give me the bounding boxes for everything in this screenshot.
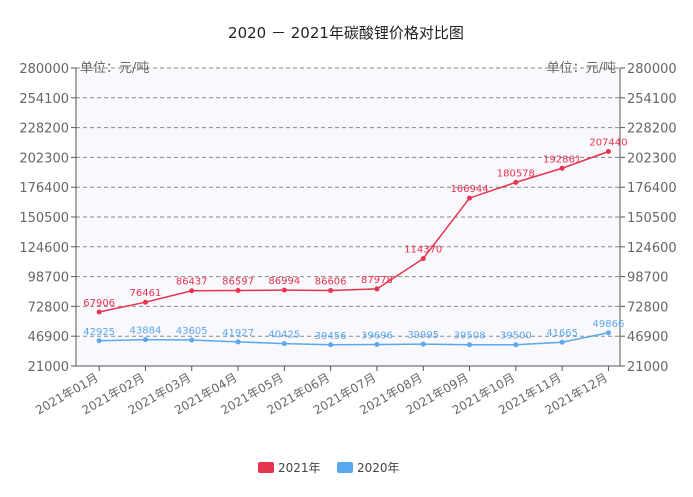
data-label: 43884 bbox=[130, 326, 162, 337]
y-tick-label-left: 280000 bbox=[19, 62, 69, 77]
data-point bbox=[142, 299, 148, 305]
data-label: 39995 bbox=[407, 330, 439, 341]
legend-swatch bbox=[258, 462, 274, 473]
data-label: 42925 bbox=[83, 327, 115, 338]
series-line bbox=[98, 150, 609, 313]
y-axis-right: 21000 46900 72800 98700 124600 150500 176400 20… bbox=[620, 62, 677, 375]
series-group: 67906 76461 86437 86597 86994 86606 87978 11437… bbox=[83, 137, 628, 348]
data-label: 86597 bbox=[222, 277, 254, 288]
data-label: 43605 bbox=[176, 326, 208, 337]
series-2: 42925 43884 43605 41927 40425 39456 39696 39995… bbox=[83, 319, 625, 348]
data-label: 39696 bbox=[361, 330, 393, 341]
data-label: 41665 bbox=[546, 328, 578, 339]
series-1: 67906 76461 86437 86597 86994 86606 87978 11437… bbox=[83, 137, 628, 315]
data-point bbox=[328, 288, 334, 294]
unit-label-right: 单位：元/吨 bbox=[547, 61, 616, 76]
y-tick-label-left: 254100 bbox=[19, 92, 69, 107]
data-label: 41927 bbox=[222, 328, 254, 339]
y-tick-label-left: 202300 bbox=[19, 151, 69, 166]
chart-title: 2020 － 2021年碳酸锂价格对比图 bbox=[228, 24, 464, 42]
data-point bbox=[420, 256, 426, 262]
y-tick-label-left: 46900 bbox=[28, 330, 69, 345]
y-tick-label-left: 124600 bbox=[19, 241, 69, 256]
data-point bbox=[328, 342, 334, 348]
data-label: 49866 bbox=[593, 319, 625, 330]
plot-area bbox=[76, 68, 620, 366]
legend-swatch bbox=[337, 462, 353, 473]
y-tick-label-right: 228200 bbox=[627, 122, 677, 137]
data-label: 192861 bbox=[543, 154, 581, 165]
data-point bbox=[559, 339, 565, 345]
data-label: 180578 bbox=[497, 168, 535, 179]
unit-label-left: 单位：元/吨 bbox=[80, 61, 149, 76]
legend-label: 2021年 bbox=[278, 461, 321, 475]
data-label: 39508 bbox=[454, 331, 486, 342]
data-label: 86437 bbox=[176, 277, 208, 288]
data-label: 166944 bbox=[450, 184, 488, 195]
y-tick-label-right: 254100 bbox=[627, 92, 677, 107]
data-label: 39456 bbox=[315, 331, 347, 342]
data-point bbox=[467, 195, 473, 201]
data-label: 40425 bbox=[268, 330, 300, 341]
data-label: 207440 bbox=[589, 137, 627, 148]
data-point bbox=[467, 342, 473, 348]
data-point bbox=[513, 179, 519, 185]
y-tick-label-right: 21000 bbox=[627, 360, 668, 375]
legend: 2021年 2020年 bbox=[258, 461, 400, 475]
data-point bbox=[420, 341, 426, 347]
y-tick-label-right: 98700 bbox=[627, 271, 668, 286]
y-tick-label-right: 176400 bbox=[627, 181, 677, 196]
y-tick-label-right: 202300 bbox=[627, 151, 677, 166]
y-tick-label-right: 72800 bbox=[627, 300, 668, 315]
data-label: 39500 bbox=[500, 331, 532, 342]
data-point bbox=[281, 287, 287, 293]
data-point bbox=[374, 341, 380, 347]
data-point bbox=[96, 338, 102, 344]
data-point bbox=[513, 342, 519, 348]
data-label: 86606 bbox=[315, 277, 347, 288]
data-label: 114370 bbox=[404, 245, 442, 256]
y-tick-label-left: 21000 bbox=[28, 360, 69, 375]
data-label: 87978 bbox=[361, 275, 393, 286]
y-tick-label-right: 280000 bbox=[627, 62, 677, 77]
data-point bbox=[235, 288, 241, 294]
data-point bbox=[189, 337, 195, 343]
y-tick-label-left: 98700 bbox=[28, 271, 69, 286]
data-point bbox=[605, 148, 611, 154]
data-point bbox=[559, 165, 565, 171]
x-axis: 2021年01月2021年02月2021年03月2021年04月2021年05月… bbox=[33, 366, 610, 418]
y-tick-label-left: 150500 bbox=[19, 211, 69, 226]
y-tick-label-right: 46900 bbox=[627, 330, 668, 345]
y-tick-label-right: 150500 bbox=[627, 211, 677, 226]
legend-label: 2020年 bbox=[357, 461, 400, 475]
data-point bbox=[96, 309, 102, 315]
data-label: 67906 bbox=[83, 298, 115, 309]
data-point bbox=[605, 330, 611, 336]
y-tick-label-right: 124600 bbox=[627, 241, 677, 256]
data-point bbox=[235, 339, 241, 345]
data-point bbox=[374, 286, 380, 292]
data-label: 86994 bbox=[268, 276, 300, 287]
data-point bbox=[281, 341, 287, 347]
data-point bbox=[142, 337, 148, 343]
data-point bbox=[189, 288, 195, 294]
y-tick-label-left: 176400 bbox=[19, 181, 69, 196]
y-tick-label-left: 228200 bbox=[19, 122, 69, 137]
y-tick-label-left: 72800 bbox=[28, 300, 69, 315]
data-label: 76461 bbox=[130, 288, 162, 299]
y-axis-left: 21000 46900 72800 98700 124600 150500 176400 20… bbox=[19, 62, 76, 375]
series-line bbox=[99, 332, 609, 346]
